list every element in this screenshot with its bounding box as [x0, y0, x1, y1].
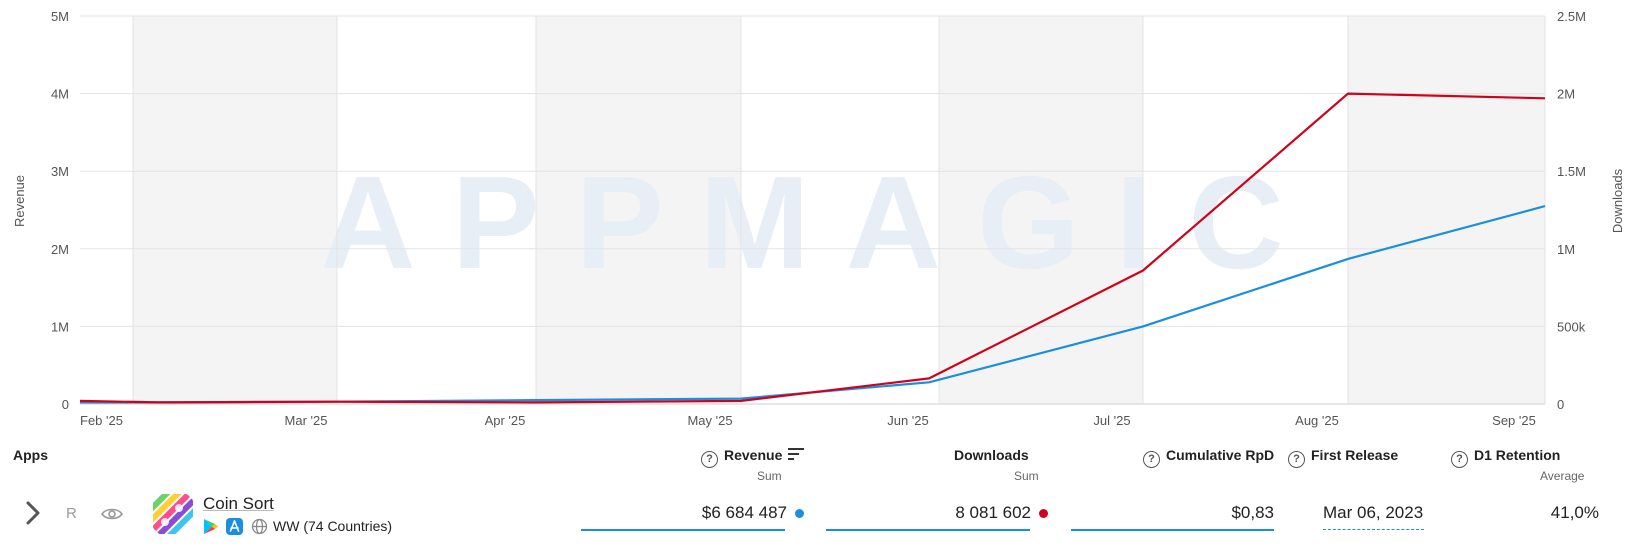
x-axis-ticks: Feb '25 Mar '25 Apr '25 May '25 Jun '25 Jul '…: [80, 413, 1536, 428]
app-icon[interactable]: [153, 494, 193, 534]
sort-desc-icon[interactable]: [788, 448, 805, 460]
retention-aggregation-label: Average: [1540, 469, 1585, 483]
revenue-column-header[interactable]: ? Revenue: [701, 447, 805, 468]
y-right-tick-label: 1.5M: [1557, 164, 1586, 179]
apps-column-header: Apps: [13, 447, 48, 463]
rpd-column-header[interactable]: ? Cumulative RpD: [1143, 447, 1274, 468]
downloads-bar: [826, 529, 1030, 531]
retention-value: 41,0%: [1550, 503, 1599, 522]
y-axis-right-ticks: 0 500k 1M 1.5M 2M 2.5M: [1557, 9, 1586, 412]
y-left-tick-label: 0: [62, 397, 69, 412]
month-band: [536, 16, 741, 404]
downloads-column-header[interactable]: Downloads: [954, 447, 1029, 463]
retention-column-header[interactable]: ? D1 Retention: [1451, 447, 1560, 468]
chevron-right-icon[interactable]: [24, 500, 42, 526]
retention-header-label: D1 Retention: [1474, 447, 1561, 463]
downloads-series-dot: [1039, 509, 1048, 518]
y-axis-left-ticks: 0 1M 2M 3M 4M 5M: [51, 9, 69, 412]
y-right-tick-label: 0: [1557, 397, 1564, 412]
help-icon[interactable]: ?: [1143, 451, 1160, 468]
y-left-tick-label: 2M: [51, 242, 69, 257]
revenue-aggregation-label: Sum: [757, 469, 782, 483]
y-axis-right-label: Downloads: [1610, 168, 1625, 233]
first-release-value[interactable]: Mar 06, 2023: [1323, 503, 1424, 522]
y-left-tick-label: 5M: [51, 9, 69, 24]
x-tick-label: Aug '25: [1295, 413, 1339, 428]
shaded-month-bands: [133, 16, 1545, 404]
rpd-header-label: Cumulative RpD: [1166, 447, 1275, 463]
series-line-downloads: [79, 92, 1546, 404]
x-tick-label: Apr '25: [485, 413, 526, 428]
help-icon[interactable]: ?: [1451, 451, 1468, 468]
y-axis-left-label: Revenue: [12, 175, 27, 227]
y-left-tick-label: 3M: [51, 164, 69, 179]
y-left-tick-label: 4M: [51, 87, 69, 102]
rank-badge[interactable]: R: [66, 505, 77, 522]
month-band: [133, 16, 337, 404]
revenue-series-dot: [795, 509, 804, 518]
first-release-header-label: First Release: [1311, 447, 1399, 463]
x-tick-label: Jul '25: [1093, 413, 1130, 428]
month-band: [1348, 16, 1545, 404]
x-tick-label: May '25: [687, 413, 732, 428]
rpd-bar: [1071, 529, 1274, 531]
downloads-header-label: Downloads: [954, 447, 1029, 463]
globe-icon: [251, 518, 268, 535]
series-lines: [79, 92, 1546, 404]
x-tick-label: Feb '25: [80, 413, 123, 428]
region-label: WW (74 Countries): [273, 518, 393, 534]
revenue-bar: [581, 529, 785, 531]
downloads-aggregation-label: Sum: [1014, 469, 1039, 483]
watermark: APPMAGIC: [320, 149, 1319, 296]
y-left-tick-label: 1M: [51, 319, 69, 334]
gridlines: [80, 15, 1546, 405]
x-tick-label: Sep '25: [1492, 413, 1536, 428]
app-store-icon: [226, 518, 243, 535]
help-icon[interactable]: ?: [701, 451, 718, 468]
revenue-header-label: Revenue: [724, 447, 783, 463]
eye-icon[interactable]: [101, 507, 123, 521]
y-right-tick-label: 2M: [1557, 87, 1575, 102]
y-right-tick-label: 2.5M: [1557, 9, 1586, 24]
line-chart: APPMAGIC 0 1M 2M 3M 4M 5M 0 500k 1M 1.5M 2M 2.5M F…: [12, 9, 1625, 428]
google-play-icon: [204, 519, 218, 534]
first-release-column-header[interactable]: ? First Release: [1288, 447, 1398, 468]
rpd-value: $0,83: [1231, 503, 1274, 522]
x-tick-label: Mar '25: [285, 413, 328, 428]
revenue-value: $6 684 487: [701, 503, 787, 522]
x-tick-label: Jun '25: [887, 413, 929, 428]
downloads-value: 8 081 602: [955, 503, 1031, 522]
first-release-underline: [1323, 529, 1424, 530]
app-name-link[interactable]: Coin Sort: [203, 494, 274, 513]
help-icon[interactable]: ?: [1288, 451, 1305, 468]
y-right-tick-label: 1M: [1557, 242, 1575, 257]
month-band: [939, 16, 1143, 404]
y-right-tick-label: 500k: [1557, 319, 1586, 334]
